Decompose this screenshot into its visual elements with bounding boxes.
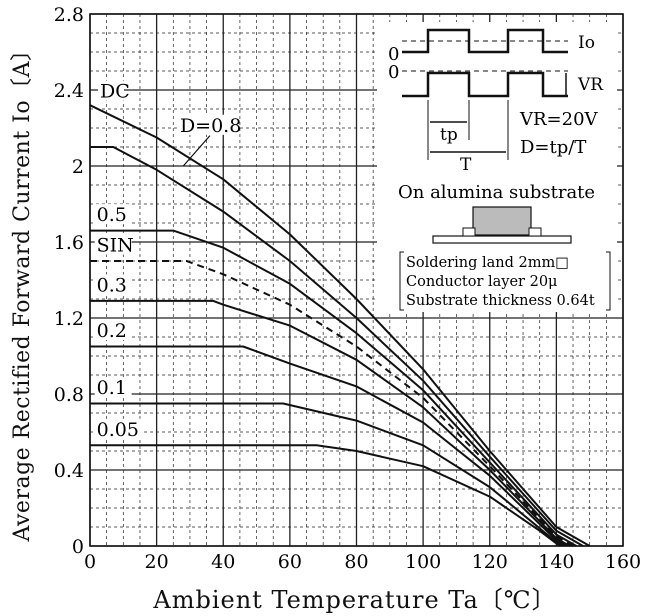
- y-tick-label: 0: [72, 536, 84, 558]
- substrate-note-1: Soldering land 2mm□: [406, 255, 569, 271]
- notes-bracket-right: [606, 251, 611, 311]
- x-tick-label: 140: [538, 551, 574, 573]
- series-line-0-5: [90, 229, 577, 547]
- series-label-bg: [94, 204, 132, 225]
- substrate-title: On alumina substrate: [398, 182, 595, 203]
- x-tick-label: 60: [278, 551, 302, 573]
- substrate-note-3: Substrate thickness 0.64t: [406, 293, 595, 309]
- io-waveform: [402, 28, 568, 54]
- series-label-0-05: 0.05: [97, 419, 139, 441]
- series-line-D-0-8: [90, 146, 584, 547]
- series-label-bg: [94, 320, 132, 340]
- tick-labels: 0 20 40 60 80 100 120 140 160 0 0.4 0.8 1.2 1.6 2 2.4 2.…: [54, 4, 641, 573]
- inset-background: [377, 22, 617, 312]
- io-zero-label: 0: [388, 44, 399, 65]
- solder-land-left: [462, 227, 476, 237]
- x-tick-label: 20: [145, 551, 169, 573]
- t-label: T: [460, 155, 472, 175]
- series-label-0-5: 0.5: [97, 204, 127, 226]
- plot-frame: [89, 13, 624, 547]
- series-line-0-3: [90, 299, 571, 547]
- tp-label: tp: [440, 125, 458, 145]
- series-label-bg: [94, 274, 132, 295]
- series-labels: DC D=0.8 0.5 SIN 0.3 0.2 0.1 0.05: [94, 80, 241, 441]
- vr-label: VR: [577, 75, 604, 95]
- series-label-bg: [94, 377, 132, 397]
- vr-zero-label: 0: [388, 62, 399, 83]
- series-label-bg: [177, 114, 237, 135]
- series-line-0-1: [90, 402, 564, 547]
- y-tick-label: 1.2: [54, 308, 84, 330]
- series-line-0-2: [90, 345, 567, 547]
- series-label-DC: DC: [100, 81, 130, 103]
- series-label-bg: [97, 80, 124, 101]
- substrate-board: [432, 235, 572, 244]
- x-tick-label: 100: [405, 551, 441, 573]
- x-tick-label: 120: [472, 551, 508, 573]
- series-label-SIN: SIN: [97, 235, 134, 257]
- y-tick-label: 0.8: [54, 384, 84, 406]
- y-tick-label: 2.4: [54, 80, 84, 102]
- vr-waveform: [402, 71, 568, 98]
- series-label-0-2: 0.2: [97, 320, 127, 342]
- series-label-D-0-8: D=0.8: [180, 115, 241, 137]
- series-label-bg: [94, 418, 143, 439]
- x-axis-label: Ambient Temperature Ta〔℃〕: [153, 586, 557, 614]
- series-line-SIN: [90, 260, 574, 547]
- notes-bracket-left: [399, 251, 404, 311]
- d08-leader: [182, 135, 211, 167]
- x-tick-label: 80: [344, 551, 368, 573]
- io-label: Io: [578, 33, 595, 53]
- inset-panel: 0 Io 0 VR tp T VR=20V D=tp/T On alumina …: [377, 22, 617, 312]
- y-tick-label: 2: [72, 156, 84, 178]
- solder-land-right: [528, 227, 542, 237]
- y-tick-label: 2.8: [54, 4, 84, 26]
- y-tick-label: 0.4: [54, 460, 84, 482]
- x-tick-label: 0: [84, 551, 96, 573]
- series-label-0-1: 0.1: [97, 377, 127, 399]
- vr-value: VR=20V: [519, 109, 599, 130]
- x-tick-label: 160: [605, 551, 641, 573]
- x-tick-label: 40: [211, 551, 235, 573]
- component-body: [472, 206, 532, 236]
- series-label-bg: [94, 234, 132, 255]
- series-line-0-05: [90, 444, 561, 547]
- series-lines: [89, 104, 591, 547]
- series-line-DC: [89, 104, 591, 547]
- series-label-0-3: 0.3: [97, 274, 127, 296]
- substrate-note-2: Conductor layer 20μ: [406, 274, 557, 290]
- duty-formula: D=tp/T: [520, 137, 586, 158]
- y-tick-label: 1.6: [54, 232, 84, 254]
